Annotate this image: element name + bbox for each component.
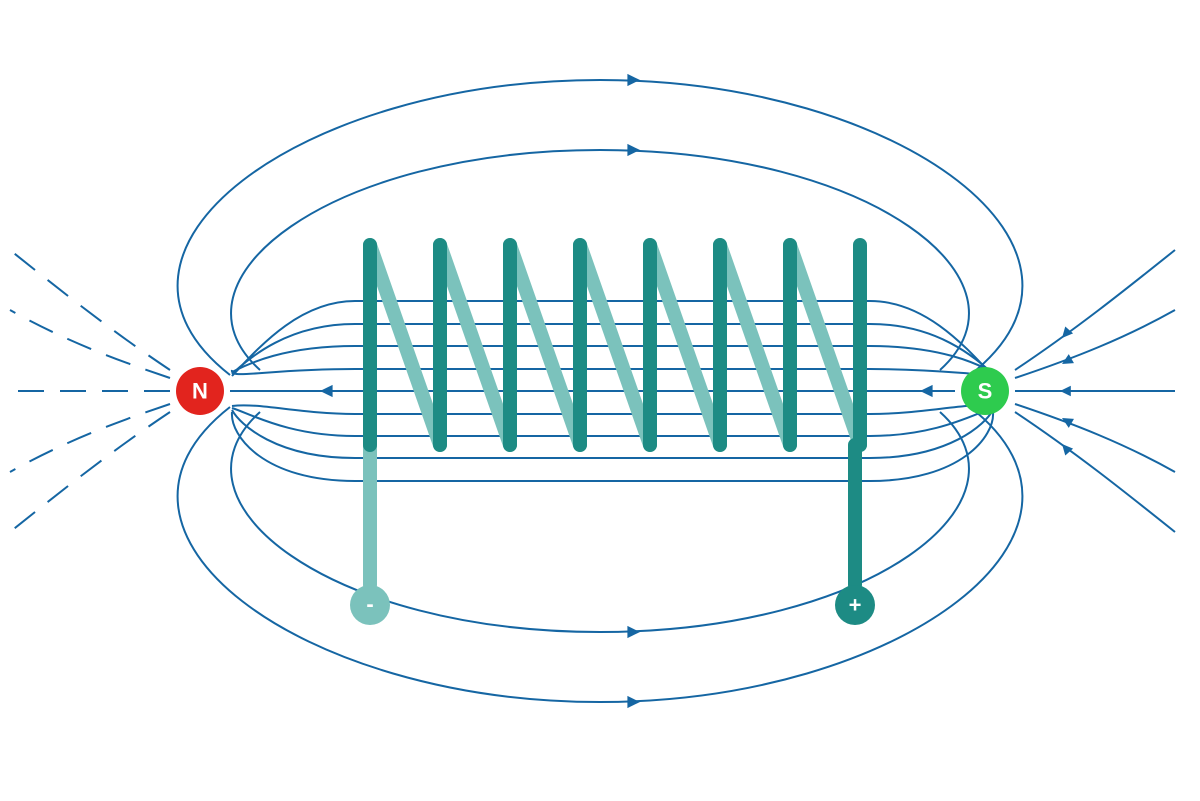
field-loop bbox=[178, 407, 1023, 702]
north-label: N bbox=[192, 379, 208, 404]
end-curve bbox=[870, 324, 993, 374]
end-curve bbox=[232, 405, 355, 414]
end-curve bbox=[232, 301, 355, 376]
fan-line bbox=[1015, 310, 1175, 378]
arrow-head bbox=[627, 144, 640, 156]
arrow-head bbox=[627, 626, 640, 638]
arrow-head bbox=[1062, 418, 1074, 428]
end-curve bbox=[232, 410, 355, 458]
south-label: S bbox=[978, 379, 993, 404]
fan-line bbox=[10, 250, 170, 370]
arrow-head bbox=[920, 385, 933, 397]
arrow-head bbox=[1062, 354, 1074, 364]
fan-line bbox=[10, 412, 170, 532]
arrow-head bbox=[627, 74, 640, 86]
solenoid-diagram: N S - + bbox=[0, 0, 1200, 801]
end-curve bbox=[232, 369, 355, 374]
terminal-pos-label: + bbox=[849, 593, 862, 618]
arrow-head bbox=[320, 385, 333, 397]
arrow-head bbox=[1060, 386, 1071, 396]
fan-line bbox=[10, 404, 170, 472]
fan-line bbox=[10, 310, 170, 378]
terminal-neg-label: - bbox=[366, 592, 373, 617]
end-curve bbox=[232, 324, 355, 374]
end-curve bbox=[870, 410, 993, 458]
arrow-head bbox=[1062, 444, 1073, 456]
arrow-head bbox=[627, 696, 640, 708]
end-curve bbox=[870, 301, 993, 376]
fan-line bbox=[1015, 412, 1175, 532]
end-curve bbox=[870, 412, 993, 481]
arrow-head bbox=[1062, 326, 1073, 338]
fan-line bbox=[1015, 250, 1175, 370]
fan-line bbox=[1015, 404, 1175, 472]
